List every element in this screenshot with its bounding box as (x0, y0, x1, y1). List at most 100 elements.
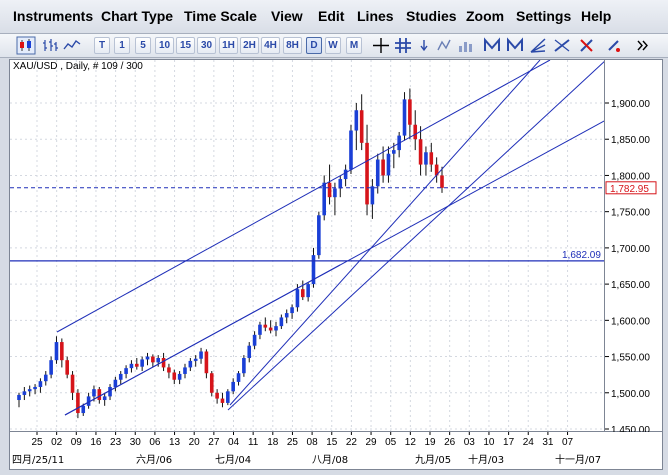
interval-button-15[interactable]: 15 (176, 37, 195, 54)
candle-body (167, 367, 171, 373)
hide-icon[interactable] (577, 36, 597, 55)
candle-body (92, 389, 96, 397)
menu-studies[interactable]: Studies (406, 8, 457, 24)
menu-chart-type[interactable]: Chart Type (101, 8, 174, 24)
candle-body (231, 381, 235, 392)
interval-button-10[interactable]: 10 (155, 37, 174, 54)
menu-instruments[interactable]: Instruments (13, 8, 94, 24)
line-study-icon[interactable] (434, 36, 454, 55)
interval-button-4h[interactable]: 4H (261, 37, 280, 54)
menu-settings[interactable]: Settings (516, 8, 572, 24)
candle (258, 321, 262, 340)
menu-zoom[interactable]: Zoom (466, 8, 505, 24)
candle (140, 356, 144, 372)
time-axis[interactable]: 25 02 09 16 23 30 06 13 20 27 04 11 18 25 08 15 22 29 05 12… (9, 432, 663, 470)
candle-body (322, 182, 327, 216)
fan-icon[interactable] (528, 36, 548, 55)
candle (402, 92, 407, 141)
grid-icon[interactable] (393, 36, 413, 55)
trendlines (56, 60, 605, 416)
arrow-icon[interactable] (414, 36, 434, 55)
candle (397, 131, 401, 158)
candle-body (129, 363, 134, 369)
menu-time-scale[interactable]: Time Scale (184, 8, 257, 24)
candle (17, 392, 21, 408)
x-tick-label: 24 (523, 437, 535, 448)
x-tick-label: 12 (405, 437, 417, 448)
candle-body (102, 396, 107, 401)
x-tick-label: 27 (208, 437, 220, 448)
interval-button-d[interactable]: D (306, 37, 322, 54)
menu-edit[interactable]: Edit (318, 8, 345, 24)
x-tick-label: 10 (483, 437, 495, 448)
interval-button-5[interactable]: 5 (135, 37, 151, 54)
candle-body (177, 373, 182, 380)
price-chart[interactable]: 1,682.09 (10, 60, 605, 432)
interval-button-2h[interactable]: 2H (240, 37, 259, 54)
candle-body (108, 386, 112, 397)
x-tick-label: 23 (110, 437, 122, 448)
trendline[interactable] (227, 60, 605, 411)
trendline-icon[interactable] (552, 36, 572, 55)
candle-body (440, 175, 444, 188)
crosshair-icon[interactable] (371, 36, 391, 55)
trend-down-icon[interactable] (505, 36, 525, 55)
menu-lines[interactable]: Lines (357, 8, 394, 24)
candle (33, 384, 37, 395)
x-tick-label: 03 (464, 437, 476, 448)
bar-study-icon[interactable] (456, 36, 476, 55)
candle (124, 365, 128, 379)
candle (359, 94, 364, 151)
bar-chart-icon[interactable] (40, 36, 60, 55)
x-tick-label: 17 (503, 437, 515, 448)
more-icon[interactable] (632, 36, 652, 55)
trendline[interactable] (56, 60, 551, 333)
x-tick-label: 08 (307, 437, 319, 448)
candle (242, 355, 246, 377)
candle (199, 347, 203, 364)
candle-body (434, 164, 439, 176)
candle (268, 320, 273, 334)
price-marker-label: 1,782.95 (610, 184, 649, 195)
interval-button-t[interactable]: T (94, 37, 110, 54)
chart-canvas[interactable]: 1,682.09 (9, 59, 605, 432)
candle (204, 349, 209, 379)
candle-body (306, 284, 310, 298)
candle-body (295, 289, 300, 308)
candle (215, 389, 219, 404)
trendline[interactable] (229, 60, 541, 406)
candle (38, 378, 43, 393)
menu-view[interactable]: View (271, 8, 303, 24)
y-tick-label: 1,900.00 (611, 99, 650, 110)
x-tick-label: 04 (228, 437, 240, 448)
interval-button-1[interactable]: 1 (114, 37, 130, 54)
trend-up-icon[interactable] (482, 36, 502, 55)
interval-button-30[interactable]: 30 (197, 37, 216, 54)
line-chart-icon[interactable] (62, 36, 82, 55)
interval-button-m[interactable]: M (346, 37, 362, 54)
candlestick-icon[interactable] (16, 36, 36, 55)
trendline[interactable] (64, 120, 605, 416)
y-tick-label: 1,450.00 (611, 425, 650, 433)
price-axis[interactable]: 1,900.00 1,850.00 1,800.00 1,750.00 1,700.00… (605, 59, 663, 436)
candle-body (70, 374, 75, 393)
candle (193, 355, 198, 367)
x-month-label: 七月/04 (215, 454, 251, 466)
interval-button-w[interactable]: W (325, 37, 341, 54)
interval-button-1h[interactable]: 1H (219, 37, 238, 54)
interval-dropdown-icon[interactable] (604, 36, 624, 55)
candle (54, 336, 59, 364)
candle (300, 280, 305, 301)
menu-help[interactable]: Help (581, 8, 612, 24)
candle-body (252, 334, 257, 346)
candle-body (183, 367, 187, 374)
interval-button-8h[interactable]: 8H (283, 37, 302, 54)
candle (247, 342, 252, 363)
y-tick-label: 1,500.00 (611, 389, 650, 400)
candle-body (284, 313, 289, 318)
candle-body (236, 373, 241, 382)
x-tick-label: 31 (542, 437, 554, 448)
candle (76, 389, 80, 419)
grid-lines (10, 60, 604, 431)
candle-body (220, 398, 225, 403)
